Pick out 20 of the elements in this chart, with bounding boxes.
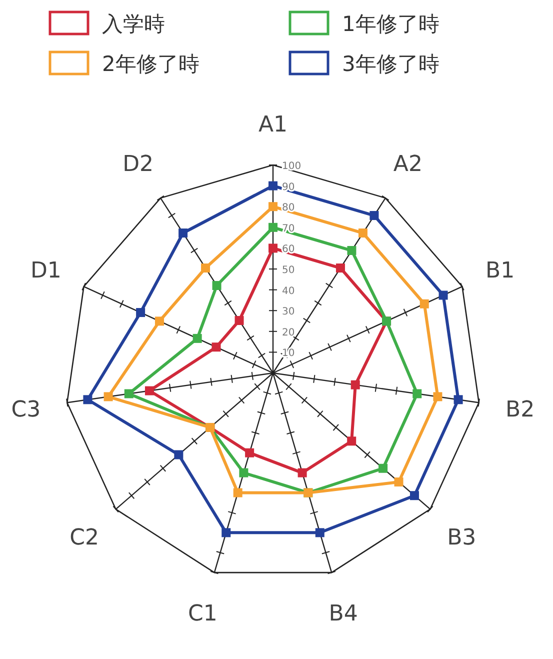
y-tick-label: 20 [282,327,295,338]
spoke-label: B4 [328,601,358,626]
y-tick-label: 100 [282,161,302,172]
spoke-label: C3 [11,398,41,423]
legend-label: 入学時 [102,12,165,36]
spoke-label: A2 [393,152,422,178]
spoke-label: C2 [70,525,100,550]
spoke-label: C1 [188,601,218,626]
y-tick-label: 30 [282,306,295,318]
spoke-label: B1 [485,258,515,284]
legend-label: 2年修了時 [102,52,200,76]
legend-label: 3年修了時 [342,52,440,76]
spoke-label: D2 [122,152,154,178]
spoke-label: D1 [30,258,62,284]
spoke-label: B3 [447,525,476,550]
y-tick-label: 50 [282,265,295,276]
legend-label: 1年修了時 [342,12,440,36]
spoke-label: A1 [258,112,288,138]
y-tick-label: 40 [282,286,295,297]
spoke-label: B2 [506,398,535,423]
